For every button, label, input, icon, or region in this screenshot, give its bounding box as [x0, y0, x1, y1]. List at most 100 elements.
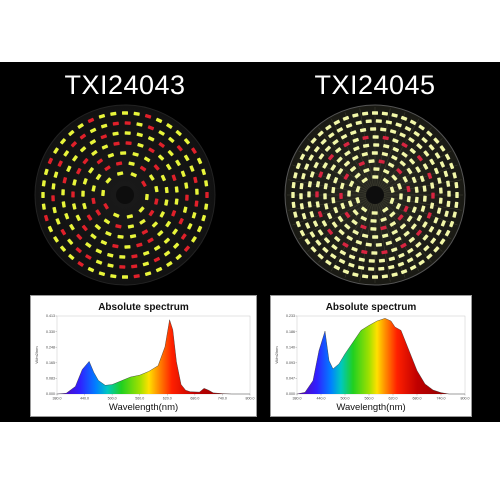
yellow-led-chip: [422, 234, 429, 241]
yellow-led-chip: [397, 261, 405, 267]
red-led-chip: [60, 228, 67, 236]
yellow-led-chip: [330, 253, 337, 260]
yellow-led-chip: [406, 196, 411, 203]
red-led-chip: [95, 209, 102, 216]
yellow-led-chip: [85, 242, 92, 248]
red-led-chip: [81, 224, 88, 232]
y-tick-label: 0.165: [46, 361, 55, 365]
red-led-chip: [397, 214, 404, 221]
red-led-chip: [57, 160, 63, 167]
yellow-led-chip: [201, 168, 207, 176]
yellow-led-chip: [95, 248, 103, 254]
yellow-led-chip: [383, 168, 390, 175]
yellow-led-chip: [72, 203, 77, 210]
yellow-led-chip: [324, 203, 329, 210]
yellow-led-chip: [362, 143, 370, 148]
yellow-led-chip: [433, 137, 440, 144]
red-led-chip: [131, 254, 138, 259]
yellow-led-chip: [172, 228, 178, 235]
red-led-chip: [96, 158, 104, 165]
x-tick-label: 380.0: [53, 397, 62, 401]
x-tick-label: 680.0: [190, 397, 199, 401]
yellow-led-chip: [91, 185, 96, 192]
yellow-led-chip: [370, 127, 377, 131]
spectrum-chart-left: 0.000 0.083 0.165 0.248 0.330 0.413 380.0 440.0…: [30, 295, 257, 417]
yellow-led-chip: [433, 246, 440, 253]
yellow-led-chip: [304, 238, 311, 245]
yellow-led-chip: [444, 153, 451, 161]
yellow-led-chip: [326, 173, 332, 180]
yellow-led-chip: [201, 214, 207, 222]
yellow-led-chip: [331, 186, 336, 194]
yellow-led-chip: [53, 236, 59, 243]
yellow-led-chip: [122, 111, 128, 115]
red-led-chip: [119, 265, 126, 269]
yellow-led-chip: [452, 172, 457, 179]
yellow-led-chip: [148, 174, 155, 181]
board-trace: [374, 194, 462, 211]
yellow-led-chip: [409, 147, 416, 154]
yellow-led-chip: [107, 263, 114, 268]
red-led-chip: [104, 165, 111, 172]
red-led-chip: [343, 141, 350, 148]
x-tick-label: 440.0: [317, 397, 326, 401]
yellow-led-chip: [299, 203, 304, 210]
yellow-led-chip: [355, 239, 363, 245]
yellow-led-chip: [336, 127, 344, 133]
yellow-led-chip: [338, 229, 345, 236]
yellow-led-chip: [444, 229, 451, 237]
red-led-chip: [380, 225, 387, 231]
yellow-led-chip: [164, 186, 169, 194]
yellow-led-chip: [291, 182, 296, 189]
yellow-led-chip: [339, 182, 345, 190]
yellow-led-chip: [110, 274, 117, 279]
yellow-led-chip: [438, 187, 443, 194]
yellow-led-chip: [399, 160, 406, 167]
yellow-led-chip: [175, 130, 182, 137]
yellow-led-chip: [350, 130, 357, 136]
yellow-led-chip: [371, 151, 378, 155]
board-trace: [374, 194, 391, 282]
yellow-led-chip: [130, 172, 137, 178]
yellow-led-chip: [142, 261, 150, 267]
yellow-led-chip: [439, 161, 445, 168]
spectrum-title: Absolute spectrum: [98, 302, 189, 313]
yellow-led-chip: [183, 138, 190, 145]
yellow-led-chip: [362, 274, 369, 279]
red-led-chip: [176, 145, 183, 152]
yellow-led-chip: [295, 220, 301, 228]
yellow-led-chip: [403, 230, 410, 237]
yellow-led-chip: [317, 130, 324, 137]
red-led-chip: [426, 212, 432, 219]
board-center: [116, 186, 134, 204]
yellow-led-chip: [320, 138, 327, 145]
yellow-led-chip: [411, 176, 417, 184]
yellow-led-chip: [378, 258, 386, 263]
yellow-led-chip: [174, 186, 179, 193]
red-led-chip: [344, 211, 351, 219]
red-led-chip: [86, 214, 93, 221]
yellow-led-chip: [136, 132, 143, 138]
yellow-led-chip: [387, 162, 395, 168]
red-led-chip: [185, 194, 189, 201]
yellow-led-chip: [299, 153, 306, 161]
yellow-led-chip: [344, 223, 351, 230]
yellow-led-chip: [346, 235, 353, 241]
yellow-led-chip: [68, 253, 75, 260]
yellow-led-chip: [142, 250, 150, 256]
yellow-led-chip: [411, 206, 417, 213]
red-led-chip: [362, 135, 369, 140]
red-led-chip: [103, 203, 109, 210]
x-tick-label: 800.0: [246, 397, 255, 401]
yellow-led-chip: [365, 242, 372, 247]
red-led-chip: [343, 173, 350, 180]
y-tick-label: 0.047: [286, 377, 295, 381]
yellow-led-chip: [103, 218, 111, 225]
yellow-led-chip: [454, 201, 459, 208]
red-led-chip: [148, 147, 155, 154]
yellow-led-chip: [47, 225, 54, 233]
yellow-led-chip: [406, 167, 413, 175]
red-led-chip: [180, 233, 187, 240]
red-led-chip: [115, 161, 123, 166]
yellow-led-chip: [293, 172, 298, 179]
